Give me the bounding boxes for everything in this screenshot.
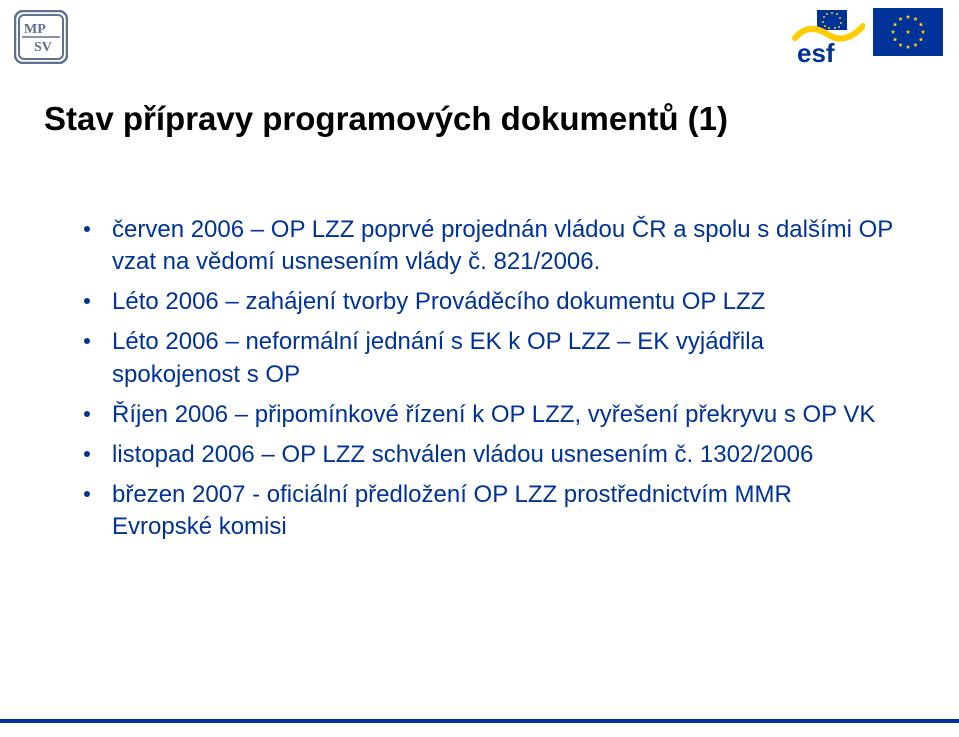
footer-divider bbox=[0, 719, 959, 723]
bullet-item: Léto 2006 – zahájení tvorby Prováděcího … bbox=[84, 286, 894, 318]
mpsv-logo: MP SV bbox=[14, 10, 68, 69]
bullet-list: červen 2006 – OP LZZ poprvé projednán vl… bbox=[84, 214, 894, 551]
svg-text:MP: MP bbox=[24, 22, 46, 37]
svg-text:SV: SV bbox=[34, 40, 52, 55]
eu-flag-logo bbox=[873, 8, 943, 61]
bullet-item: červen 2006 – OP LZZ poprvé projednán vl… bbox=[84, 214, 894, 278]
bullet-item: listopad 2006 – OP LZZ schválen vládou u… bbox=[84, 439, 894, 471]
slide: MP SV esf bbox=[0, 0, 959, 737]
bullet-item: Léto 2006 – neformální jednání s EK k OP… bbox=[84, 326, 894, 390]
esf-logo: esf bbox=[791, 8, 865, 75]
slide-title: Stav přípravy programových dokumentů (1) bbox=[44, 100, 728, 138]
bullet-item: březen 2007 - oficiální předložení OP LZ… bbox=[84, 479, 894, 543]
logo-group: esf bbox=[791, 8, 943, 75]
svg-text:esf: esf bbox=[797, 38, 835, 68]
bullet-item: Říjen 2006 – připomínkové řízení k OP LZ… bbox=[84, 399, 894, 431]
